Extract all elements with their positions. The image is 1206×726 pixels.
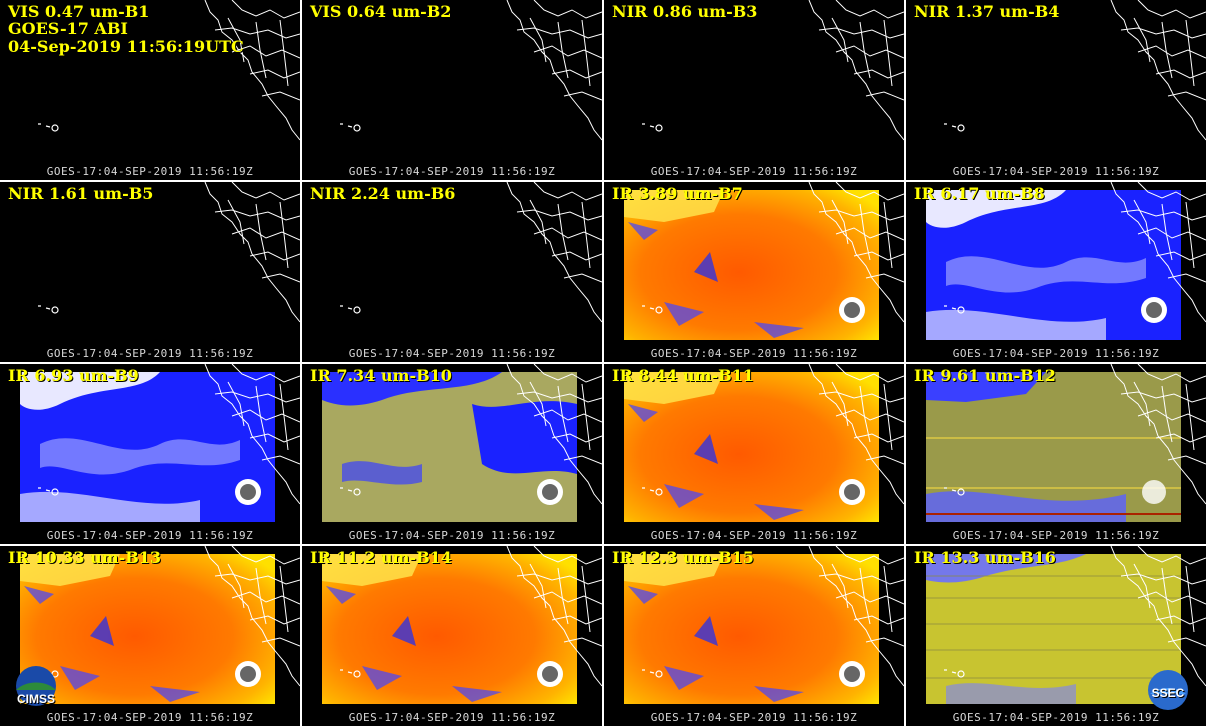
cimss-logo: CIMSS <box>8 662 64 712</box>
satellite-image <box>624 546 904 704</box>
band-panel: IR 9.61 um-B12 GOES-17:04-SEP-2019 11:56:… <box>906 364 1206 544</box>
satellite-image <box>926 546 1206 704</box>
timestamp-overlay: GOES-17:04-SEP-2019 11:56:19Z <box>348 711 556 724</box>
band-panel: IR 6.93 um-B9 GOES-17:04-SEP-2019 11:56:1… <box>0 364 300 544</box>
satellite-image <box>340 182 602 323</box>
timestamp-overlay: GOES-17:04-SEP-2019 11:56:19Z <box>650 165 858 178</box>
timestamp-overlay: GOES-17:04-SEP-2019 11:56:19Z <box>650 529 858 542</box>
band-label: IR 6.17 um-B8 <box>914 184 1045 203</box>
timestamp-overlay: GOES-17:04-SEP-2019 11:56:19Z <box>46 165 254 178</box>
timestamp-overlay: GOES-17:04-SEP-2019 11:56:19Z <box>952 529 1160 542</box>
band-label: IR 7.34 um-B10 <box>310 366 452 385</box>
band-panel: NIR 2.24 um-B6 GOES-17:04-SEP-2019 11:56:… <box>302 182 602 362</box>
satellite-image <box>624 364 904 522</box>
timestamp-overlay: GOES-17:04-SEP-2019 11:56:19Z <box>46 711 254 724</box>
timestamp-overlay: GOES-17:04-SEP-2019 11:56:19Z <box>46 529 254 542</box>
band-panel: IR 3.89 um-B7 GOES-17:04-SEP-2019 11:56:1… <box>604 182 904 362</box>
timestamp-overlay: GOES-17:04-SEP-2019 11:56:19Z <box>952 165 1160 178</box>
timestamp-overlay: GOES-17:04-SEP-2019 11:56:19Z <box>348 529 556 542</box>
satellite-image <box>944 0 1206 141</box>
satellite-image <box>926 364 1206 522</box>
title-line: GOES-17 ABI <box>8 19 128 38</box>
band-panel: IR 6.17 um-B8 GOES-17:04-SEP-2019 11:56:1… <box>906 182 1206 362</box>
satellite-title-block: GOES-17 ABI 04-Sep-2019 11:56:19UTC <box>8 20 244 56</box>
satellite-image <box>322 546 602 704</box>
timestamp-overlay: GOES-17:04-SEP-2019 11:56:19Z <box>348 347 556 360</box>
cimss-logo-text: CIMSS <box>16 692 55 706</box>
band-panel: IR 11.2 um-B14 GOES-17:04-SEP-2019 11:56:… <box>302 546 602 726</box>
band-label: VIS 0.47 um-B1 <box>8 2 150 21</box>
band-panel: VIS 0.47 um-B1 GOES-17 ABI 04-Sep-2019 11:… <box>0 0 300 180</box>
ssec-logo: SSEC <box>1140 664 1196 714</box>
band-label: NIR 0.86 um-B3 <box>612 2 758 21</box>
satellite-image <box>642 0 904 141</box>
satellite-image <box>340 0 602 141</box>
satellite-image <box>20 364 300 522</box>
satellite-image <box>38 0 300 141</box>
band-label: NIR 1.61 um-B5 <box>8 184 154 203</box>
band-label: VIS 0.64 um-B2 <box>310 2 452 21</box>
title-line: 04-Sep-2019 11:56:19UTC <box>8 37 244 56</box>
band-label: IR 10.33 um-B13 <box>8 548 162 567</box>
band-label: IR 12.3 um-B15 <box>612 548 754 567</box>
band-panel: IR 13.3 um-B16 GOES-17:04-SEP-2019 11:56:… <box>906 546 1206 726</box>
band-label: IR 6.93 um-B9 <box>8 366 139 385</box>
timestamp-overlay: GOES-17:04-SEP-2019 11:56:19Z <box>952 347 1160 360</box>
band-panel: NIR 1.37 um-B4 GOES-17:04-SEP-2019 11:56:… <box>906 0 1206 180</box>
band-label: IR 11.2 um-B14 <box>310 548 452 567</box>
band-panel: IR 8.44 um-B11 GOES-17:04-SEP-2019 11:56:… <box>604 364 904 544</box>
band-label: IR 9.61 um-B12 <box>914 366 1056 385</box>
band-panel: NIR 1.61 um-B5 GOES-17:04-SEP-2019 11:56:… <box>0 182 300 362</box>
timestamp-overlay: GOES-17:04-SEP-2019 11:56:19Z <box>952 711 1160 724</box>
satellite-image <box>926 182 1206 340</box>
satellite-image <box>322 364 602 522</box>
satellite-image <box>20 546 300 704</box>
ssec-logo-text: SSEC <box>1151 686 1185 700</box>
band-label: IR 8.44 um-B11 <box>612 366 754 385</box>
band-label: NIR 2.24 um-B6 <box>310 184 456 203</box>
band-label: IR 13.3 um-B16 <box>914 548 1056 567</box>
band-panel: IR 12.3 um-B15 GOES-17:04-SEP-2019 11:56:… <box>604 546 904 726</box>
band-panel: IR 10.33 um-B13 GOES-17:04-SEP-2019 11:56… <box>0 546 300 726</box>
band-label: NIR 1.37 um-B4 <box>914 2 1060 21</box>
band-panel: NIR 0.86 um-B3 GOES-17:04-SEP-2019 11:56:… <box>604 0 904 180</box>
band-panel: IR 7.34 um-B10 GOES-17:04-SEP-2019 11:56:… <box>302 364 602 544</box>
timestamp-overlay: GOES-17:04-SEP-2019 11:56:19Z <box>348 165 556 178</box>
timestamp-overlay: GOES-17:04-SEP-2019 11:56:19Z <box>650 711 858 724</box>
band-panel: VIS 0.64 um-B2 GOES-17:04-SEP-2019 11:56:… <box>302 0 602 180</box>
band-label: IR 3.89 um-B7 <box>612 184 743 203</box>
timestamp-overlay: GOES-17:04-SEP-2019 11:56:19Z <box>46 347 254 360</box>
satellite-image <box>38 182 300 323</box>
timestamp-overlay: GOES-17:04-SEP-2019 11:56:19Z <box>650 347 858 360</box>
satellite-image <box>624 182 904 340</box>
